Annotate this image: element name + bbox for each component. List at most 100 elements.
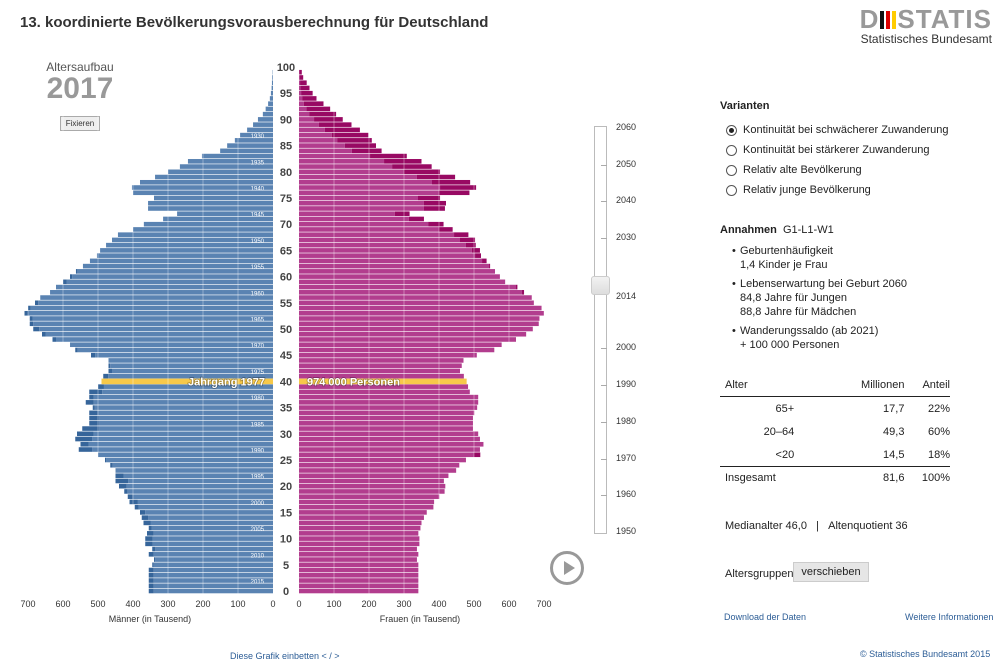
radio-button[interactable] (726, 164, 737, 176)
page-title: 13. koordinierte Bevölkerungsvorausberec… (20, 14, 489, 31)
men-bar (106, 457, 273, 463)
men-surplus-bar (145, 536, 153, 541)
age-tick: 100 (277, 62, 295, 74)
men-bar (269, 96, 273, 101)
men-x-tick: 100 (230, 599, 245, 609)
median-age: Medianalter 46,0 (725, 520, 807, 532)
women-bar (299, 515, 424, 520)
men-bar (153, 578, 273, 583)
shift-age-groups-button[interactable]: verschieben (793, 562, 869, 582)
slider-year-label[interactable]: 2014 (616, 290, 637, 301)
men-bar (108, 358, 273, 363)
variant-label: Kontinuität bei stärkerer Zuwanderung (743, 144, 930, 156)
men-bar (117, 232, 273, 237)
women-bar (299, 504, 434, 510)
men-bar (115, 468, 273, 473)
copyright-link[interactable]: © Statistisches Bundesamt 2015 (860, 649, 991, 659)
year-slider-thumb[interactable] (591, 275, 610, 295)
women-bar (299, 421, 473, 426)
variant-option[interactable]: Kontinuität bei schwächerer Zuwanderung (726, 120, 995, 140)
men-bar (66, 279, 273, 285)
men-surplus-bar (148, 578, 154, 583)
slider-year-label[interactable]: 1950 (616, 526, 637, 536)
age-tick: 10 (280, 534, 292, 546)
men-bar (40, 295, 273, 300)
women-bar (299, 75, 300, 80)
fix-button[interactable]: Fixieren (60, 116, 100, 131)
slider-year-label[interactable]: 2050 (616, 158, 637, 169)
slider-tick (601, 164, 607, 166)
play-button[interactable] (550, 551, 584, 585)
slider-year-label[interactable]: 2040 (616, 195, 637, 206)
age-tick: 5 (283, 560, 289, 572)
radio-button[interactable] (726, 124, 737, 136)
variant-option[interactable]: Relativ alte Bevölkerung (726, 160, 995, 180)
women-bar (299, 284, 516, 290)
slider-year-label[interactable]: 1990 (616, 379, 637, 390)
women-axis-label: Frauen (in Tausend) (380, 614, 460, 624)
men-surplus-bar (127, 494, 133, 499)
women-bar (299, 468, 457, 473)
women-surplus-bar (471, 248, 480, 253)
women-bar (299, 494, 440, 499)
slider-year-label[interactable]: 1970 (616, 452, 637, 463)
radio-button[interactable] (726, 184, 737, 196)
separator: | (816, 520, 819, 532)
men-bar (99, 421, 273, 426)
men-surplus-bar (108, 368, 112, 374)
slider-year-label[interactable]: 1980 (616, 415, 637, 426)
millions: 17,7 (883, 402, 905, 415)
age-group: <20 (775, 448, 795, 461)
embed-link[interactable]: Diese Grafik einbetten < / > (230, 651, 340, 661)
men-x-tick: 0 (270, 599, 275, 609)
year-slider-track[interactable] (594, 126, 607, 534)
age-tick: 45 (280, 350, 292, 362)
men-bar (95, 352, 273, 358)
women-surplus-bar (318, 122, 352, 127)
radio-button[interactable] (726, 144, 737, 156)
download-link[interactable]: Download der Daten (724, 612, 807, 622)
slider-year-label[interactable]: 1960 (616, 489, 637, 500)
women-x-tick: 700 (536, 599, 551, 609)
women-bar (299, 352, 477, 358)
women-bar (299, 389, 470, 395)
assumption-line: 84,8 Jahre für Jungen (740, 292, 848, 304)
assumptions-title: Annahmen (720, 224, 777, 236)
men-surplus-bar (148, 583, 154, 589)
women-surplus-bar (301, 90, 313, 96)
men-bar (56, 284, 273, 290)
highlight-bar-women (299, 378, 467, 385)
men-bar (177, 211, 273, 217)
women-bar (299, 400, 479, 405)
variant-option[interactable]: Relativ junge Bevölkerung (726, 180, 995, 200)
share: 22% (927, 402, 950, 415)
men-surplus-bar (108, 363, 111, 368)
women-surplus-bar (474, 452, 481, 458)
women-bar (299, 90, 302, 96)
variant-option[interactable]: Kontinuität bei stärkerer Zuwanderung (726, 140, 995, 160)
birth-year-label: 1950 (251, 239, 265, 245)
more-info-link[interactable]: Weitere Informationen (905, 612, 994, 622)
men-bar (92, 447, 273, 452)
men-x-tick: 200 (195, 599, 210, 609)
men-surplus-bar (89, 421, 100, 426)
men-bar (100, 248, 273, 253)
women-bar (299, 331, 527, 337)
slider-year-label[interactable]: 2060 (616, 122, 637, 132)
women-surplus-bar (418, 195, 441, 201)
men-bar (28, 310, 273, 316)
women-bar (299, 567, 419, 573)
destatis-logo[interactable]: D STATIS Statistisches Bundesamt (859, 4, 992, 46)
slider-year-label[interactable]: 2000 (616, 342, 637, 353)
men-bar (227, 143, 273, 148)
men-bar (271, 85, 273, 91)
women-surplus-bar (460, 237, 476, 243)
men-surplus-bar (147, 531, 154, 536)
men-surplus-bar (70, 274, 73, 279)
men-surplus-bar (75, 269, 77, 274)
share: 18% (927, 448, 950, 461)
col-alter: Alter (720, 374, 835, 397)
women-bar (299, 363, 462, 368)
slider-year-label[interactable]: 2030 (616, 232, 637, 243)
